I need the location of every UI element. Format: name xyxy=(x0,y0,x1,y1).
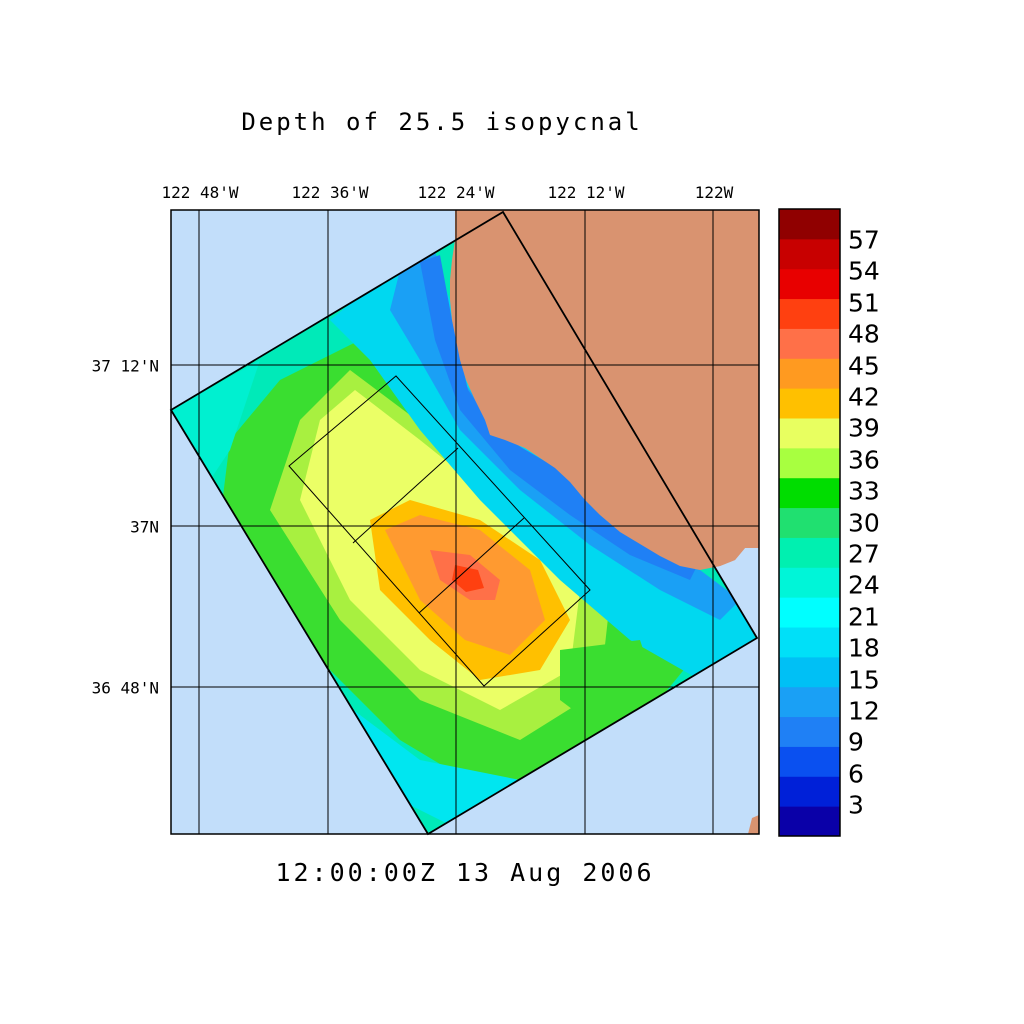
colorbar-segment xyxy=(779,388,840,419)
colorbar-tick-label: 3 xyxy=(848,790,864,820)
colorbar-segment xyxy=(779,418,840,449)
colorbar-tick-label: 27 xyxy=(848,539,880,569)
colorbar-segment xyxy=(779,597,840,628)
colorbar-segment xyxy=(779,537,840,568)
contour-band xyxy=(171,360,260,480)
lon-label: 122 36'W xyxy=(291,183,369,202)
colorbar-segment xyxy=(779,268,840,300)
colorbar-tick-label: 21 xyxy=(848,602,880,632)
colorbar-segment xyxy=(779,567,840,598)
colorbar-segment xyxy=(779,716,840,747)
colorbar-segment xyxy=(779,656,840,688)
contour-band xyxy=(452,565,484,592)
colorbar-tick-label: 39 xyxy=(848,413,880,443)
contour-band xyxy=(340,700,520,830)
map-frame xyxy=(170,209,760,835)
colorbar-tick-label: 12 xyxy=(848,696,880,726)
colorbar-segment xyxy=(779,806,840,837)
colorbar-tick-label: 9 xyxy=(848,727,864,757)
graticule xyxy=(171,210,759,834)
lat-label: 37 12'N xyxy=(91,356,159,376)
colorbar-tick-label: 54 xyxy=(848,256,880,286)
colorbar-segment xyxy=(779,209,840,240)
colorbar-segment xyxy=(779,507,840,538)
lon-label: 122 48'W xyxy=(161,183,239,202)
colorbar-tick-label: 51 xyxy=(848,288,880,318)
lat-label: 37N xyxy=(130,517,159,537)
colorbar-segment xyxy=(779,686,840,718)
colorbar xyxy=(779,209,840,837)
colorbar-tick-label: 6 xyxy=(848,759,864,789)
lon-label: 122 24'W xyxy=(417,183,495,202)
colorbar-tick-label: 57 xyxy=(848,225,880,255)
colorbar-tick-label: 42 xyxy=(848,382,880,412)
colorbar-segment xyxy=(779,477,840,509)
timestamp: 12:00:00Z 13 Aug 2006 xyxy=(275,858,655,887)
colorbar-tick-label: 15 xyxy=(848,665,880,695)
colorbar-segment xyxy=(779,358,840,389)
colorbar-frame xyxy=(778,208,841,837)
colorbar-segment xyxy=(779,328,840,359)
colorbar-tick-label: 18 xyxy=(848,633,880,663)
colorbar-segment xyxy=(779,627,840,658)
outer-domain xyxy=(169,210,759,836)
colorbar-tick-label: 45 xyxy=(848,351,880,381)
colorbar-segment xyxy=(779,298,840,329)
colorbar-segment xyxy=(779,776,840,807)
colorbar-segment xyxy=(779,238,840,270)
colorbar-segment xyxy=(779,746,840,777)
lat-label: 36 48'N xyxy=(91,678,159,698)
land xyxy=(748,815,759,834)
nested-domain xyxy=(288,375,591,687)
colorbar-tick-label: 48 xyxy=(848,319,880,349)
lon-label: 122 12'W xyxy=(547,183,625,202)
colorbar-tick-label: 24 xyxy=(848,570,880,600)
colorbar-tick-label: 36 xyxy=(848,445,880,475)
lon-label: 122W xyxy=(694,183,734,202)
plot-title: Depth of 25.5 isopycnal xyxy=(241,108,643,136)
colorbar-tick-label: 33 xyxy=(848,476,880,506)
colorbar-segment xyxy=(779,447,840,479)
colorbar-tick-label: 30 xyxy=(848,508,880,538)
